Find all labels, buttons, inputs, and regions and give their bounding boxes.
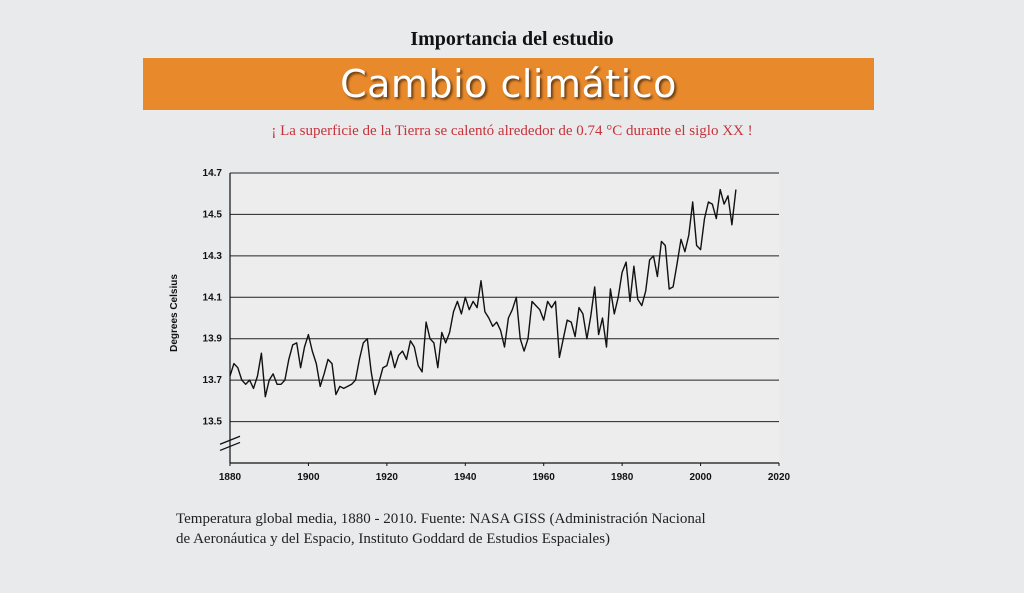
y-tick-label: 14.5 (203, 209, 223, 220)
y-axis-label: Degrees Celsius (169, 274, 180, 352)
figure-caption: Temperatura global media, 1880 - 2010. F… (176, 509, 856, 549)
caption-line-2: de Aeronáutica y del Espacio, Instituto … (176, 531, 611, 547)
temperature-chart: 14.7 14.5 14.3 14.1 13.9 13.7 13.5 1880 1900 1920… (169, 168, 791, 483)
temperature-series-line (229, 188, 737, 398)
x-tick-label: 1940 (454, 472, 477, 483)
caption-line-1: Temperatura global media, 1880 - 2010. F… (176, 511, 706, 527)
x-tick-label: 1880 (219, 472, 242, 483)
section-heading: Importancia del estudio (410, 28, 614, 50)
x-tick-label: 1980 (611, 472, 634, 483)
y-tick-label: 13.5 (203, 417, 223, 428)
plot-area (230, 173, 779, 463)
banner-title: Cambio climático (340, 62, 677, 106)
x-tick-label: 1920 (376, 472, 399, 483)
y-tick-label: 14.3 (203, 251, 223, 262)
axis-break-mark (219, 435, 241, 445)
y-tick-label: 14.1 (203, 292, 223, 303)
x-tick-label: 2020 (768, 472, 791, 483)
title-banner: Cambio climático (143, 58, 874, 110)
x-tick-label: 2000 (689, 472, 712, 483)
x-tick-label: 1960 (533, 472, 556, 483)
tagline: ¡ La superficie de la Tierra se calentó … (271, 123, 753, 139)
axis-break-mark (219, 441, 241, 452)
y-tick-label: 13.7 (203, 375, 223, 386)
y-tick-label: 14.7 (203, 168, 223, 179)
y-tick-label: 13.9 (203, 334, 223, 345)
x-tick-label: 1900 (297, 472, 320, 483)
